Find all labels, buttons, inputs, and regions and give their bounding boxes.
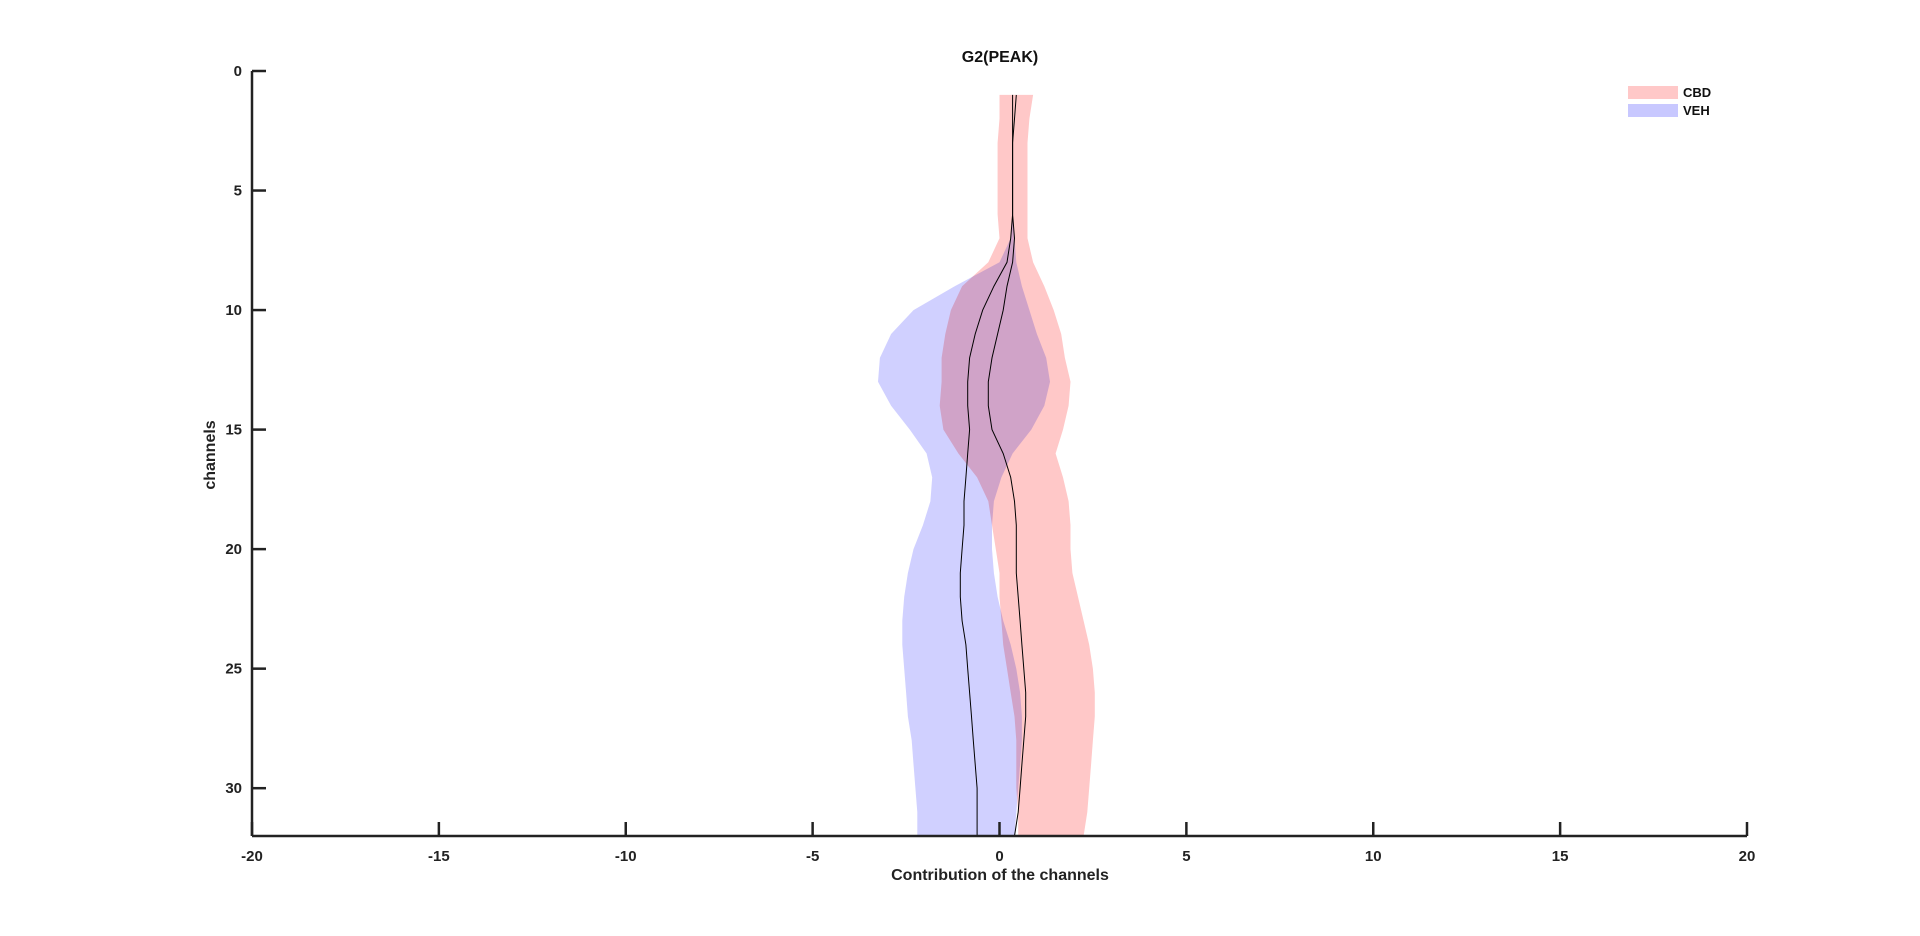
legend-label-cbd: CBD bbox=[1683, 85, 1711, 100]
mean-line-veh bbox=[959, 94, 1014, 836]
x-tick-label: -15 bbox=[428, 848, 450, 865]
chart-title: G2(PEAK) bbox=[962, 49, 1038, 66]
series-layer bbox=[878, 94, 1095, 837]
legend-swatch-veh bbox=[1628, 104, 1678, 117]
x-tick-label: -20 bbox=[241, 848, 263, 865]
y-tick-label: 25 bbox=[225, 661, 242, 678]
x-tick-label: 0 bbox=[995, 848, 1003, 865]
x-tick-label: 20 bbox=[1739, 848, 1756, 865]
y-tick-label: 10 bbox=[225, 302, 242, 319]
x-tick-label: 10 bbox=[1365, 848, 1382, 865]
mean-line-cbd bbox=[987, 94, 1027, 837]
y-tick-label: 30 bbox=[225, 780, 242, 797]
axes-layer: -20 -15 -10 -5 0 5 10 15 20 0 5 10 15 20 25 30 bbox=[225, 63, 1755, 865]
y-axis-label: channels bbox=[202, 420, 219, 489]
x-axis-label: Contribution of the channels bbox=[891, 867, 1109, 884]
legend-label-veh: VEH bbox=[1683, 103, 1710, 118]
y-tick-label: 0 bbox=[234, 63, 242, 80]
band-veh bbox=[878, 94, 1050, 836]
x-tick-label: 5 bbox=[1182, 848, 1190, 865]
y-tick-label: 20 bbox=[225, 541, 242, 558]
x-tick-label: -5 bbox=[806, 848, 819, 865]
x-tick-label: -10 bbox=[615, 848, 637, 865]
y-tick-label: 5 bbox=[234, 183, 242, 200]
y-tick-label: 15 bbox=[225, 422, 242, 439]
legend: CBD VEH bbox=[1628, 85, 1711, 118]
x-tick-label: 15 bbox=[1552, 848, 1569, 865]
legend-swatch-cbd bbox=[1628, 86, 1678, 99]
